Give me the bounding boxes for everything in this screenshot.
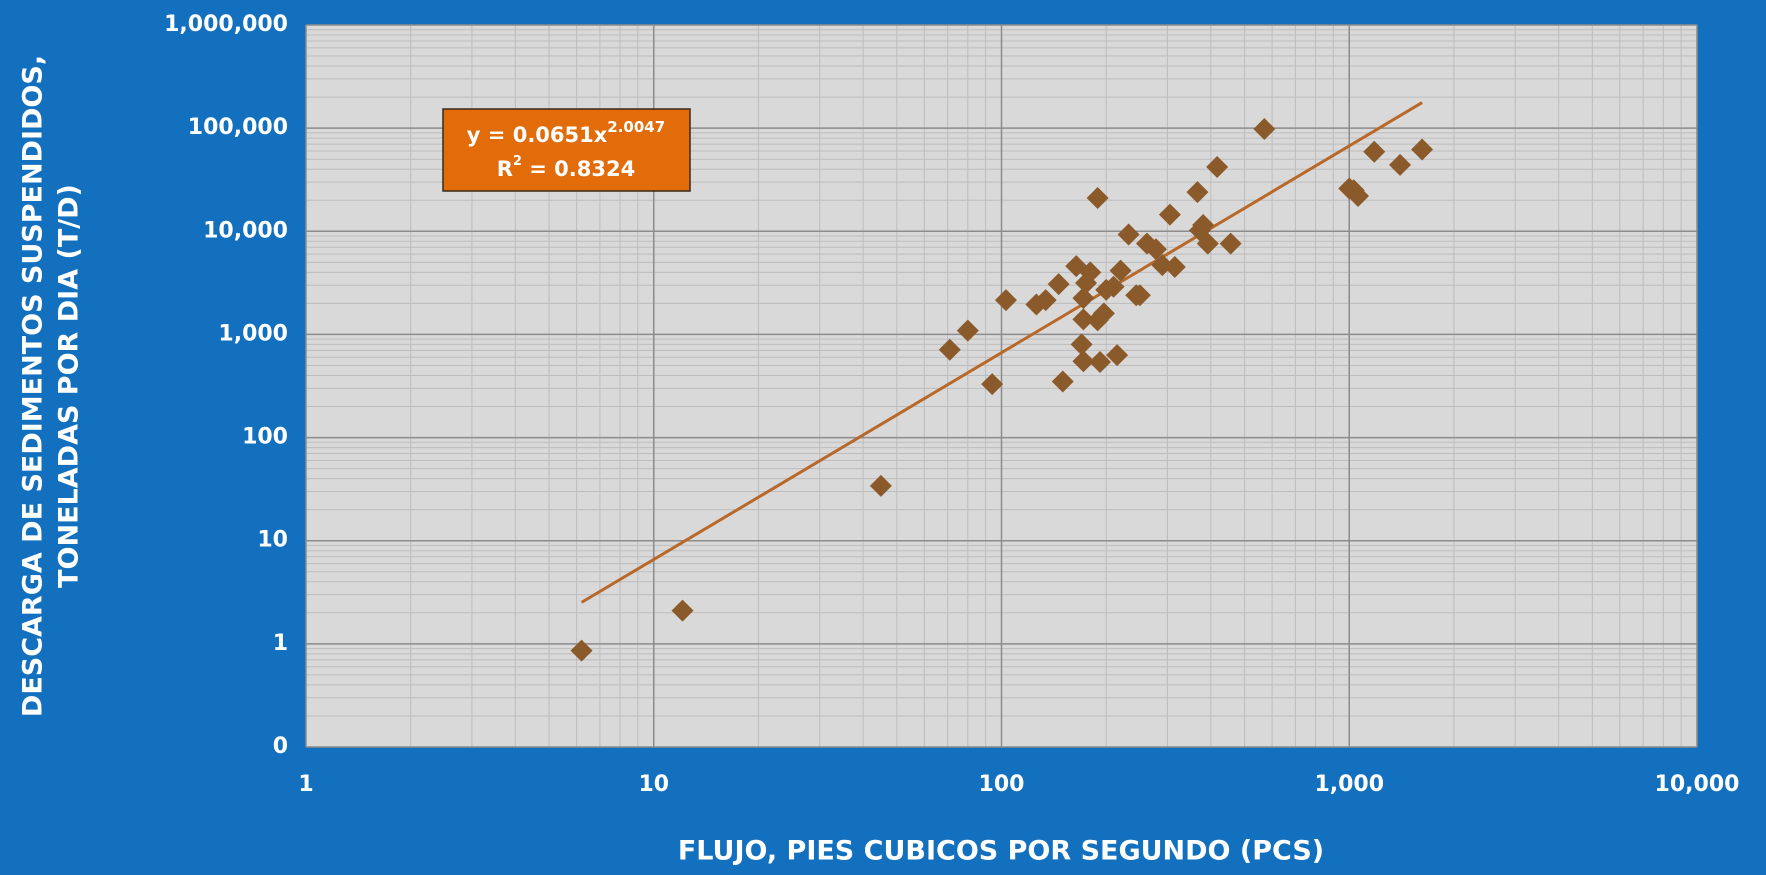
x-tick-label: 1,000 bbox=[1314, 772, 1384, 797]
x-tick-label: 1 bbox=[298, 772, 313, 797]
data-point bbox=[1072, 350, 1095, 373]
x-tick-label: 10,000 bbox=[1655, 772, 1740, 797]
x-tick-label: 100 bbox=[979, 772, 1025, 797]
data-point bbox=[1192, 214, 1215, 237]
r-squared: R2 = 0.8324 bbox=[497, 154, 635, 182]
x-axis-title: FLUJO, PIES CUBICOS POR SEGUNDO (PCS) bbox=[678, 836, 1324, 867]
data-point bbox=[1051, 370, 1074, 393]
data-point bbox=[1163, 256, 1186, 279]
data-point bbox=[1106, 344, 1129, 367]
r-squared-exponent: 2 bbox=[513, 154, 522, 169]
data-point bbox=[1347, 184, 1370, 207]
r-squared-base: R bbox=[497, 157, 513, 181]
y-tick-label: 100,000 bbox=[188, 115, 288, 140]
data-point bbox=[1072, 287, 1095, 310]
data-point bbox=[1186, 181, 1209, 204]
data-point bbox=[1196, 232, 1219, 255]
y-tick-label: 10 bbox=[257, 528, 288, 553]
annotation-box bbox=[442, 108, 691, 192]
r-squared-value: = 0.8324 bbox=[522, 157, 635, 181]
data-point bbox=[1117, 223, 1140, 246]
data-point bbox=[1079, 261, 1102, 284]
data-point bbox=[1128, 284, 1151, 307]
equation: y = 0.0651x2.0047 bbox=[467, 118, 665, 148]
data-point bbox=[1389, 153, 1412, 176]
data-point bbox=[570, 639, 593, 662]
data-point bbox=[1070, 333, 1093, 356]
data-point bbox=[1411, 138, 1434, 161]
data-point bbox=[1092, 302, 1115, 325]
x-tick-label: 10 bbox=[638, 772, 669, 797]
data-point bbox=[938, 338, 961, 361]
y-axis-title-line: TONELADAS POR DIA (T/D) bbox=[54, 184, 85, 588]
data-point bbox=[1253, 118, 1276, 141]
y-tick-label: 1,000,000 bbox=[164, 12, 288, 37]
data-point bbox=[956, 319, 979, 342]
data-point bbox=[1047, 273, 1070, 296]
data-point bbox=[1072, 308, 1095, 331]
data-point bbox=[869, 474, 892, 497]
y-tick-label: 1,000 bbox=[218, 321, 288, 346]
y-tick-label: 10,000 bbox=[203, 218, 288, 243]
data-point bbox=[671, 599, 694, 622]
data-point bbox=[994, 289, 1017, 312]
y-tick-label: 1 bbox=[273, 631, 288, 656]
data-point bbox=[1158, 203, 1181, 226]
data-point bbox=[1086, 187, 1109, 210]
equation-exponent: 2.0047 bbox=[607, 118, 665, 136]
y-tick-label: 0 bbox=[273, 734, 288, 759]
y-axis-title: DESCARGA DE SEDIMENTOS SUSPENDIDOS, TONE… bbox=[18, 55, 85, 717]
trendline-annotation: y = 0.0651x2.0047 R2 = 0.8324 bbox=[442, 108, 691, 192]
data-point bbox=[1089, 351, 1112, 374]
data-point bbox=[981, 373, 1004, 396]
equation-base: y = 0.0651x bbox=[467, 123, 608, 147]
data-point bbox=[1206, 156, 1229, 179]
y-axis-title-line: DESCARGA DE SEDIMENTOS SUSPENDIDOS, bbox=[18, 55, 49, 717]
data-point bbox=[1144, 238, 1167, 261]
data-point bbox=[1109, 259, 1132, 282]
data-point bbox=[1102, 275, 1125, 298]
trendline bbox=[580, 101, 1423, 604]
y-tick-label: 100 bbox=[242, 425, 288, 450]
data-point bbox=[1034, 289, 1057, 312]
data-point bbox=[1219, 232, 1242, 255]
data-point bbox=[1363, 140, 1386, 163]
